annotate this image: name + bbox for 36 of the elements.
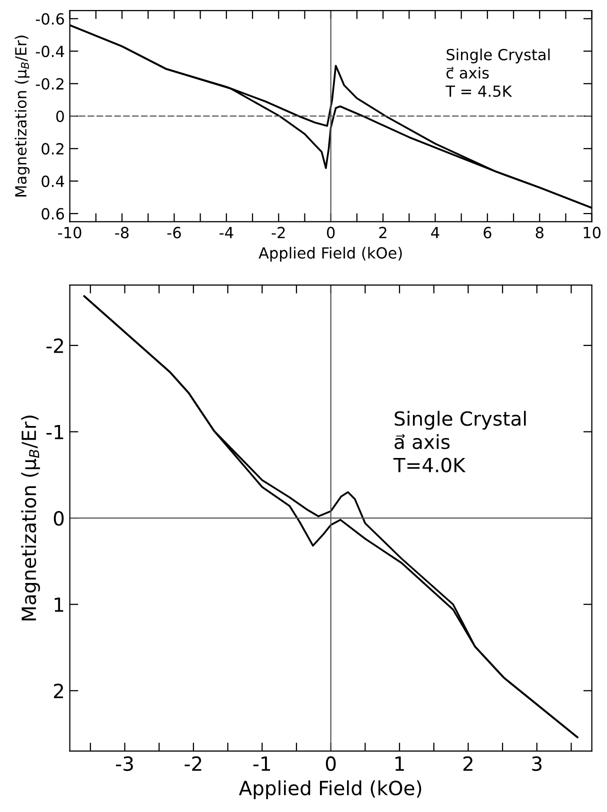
y-tick-label: -0.6 — [36, 13, 64, 25]
y-tick-label: 0 — [54, 511, 64, 526]
y-axis-title: Magnetization (μ$_{B}$/Er) — [14, 36, 30, 197]
x-tick-label: 0 — [326, 756, 336, 772]
x-tick-label: -10 — [58, 226, 82, 238]
x-axis-title: Applied Field (kOe) — [258, 246, 402, 262]
x-tick-label: -2 — [272, 226, 285, 238]
y-tick-label: 0.2 — [42, 143, 64, 155]
x-tick-label: 1 — [395, 756, 404, 771]
x-tick-label: 2 — [379, 226, 386, 238]
x-tick-label: 3 — [532, 756, 542, 772]
y-tick-label: 1 — [54, 598, 64, 612]
y-tick-label: 0 — [56, 110, 64, 122]
x-tick-label: 6 — [484, 226, 492, 238]
x-tick-label: -6 — [167, 226, 181, 238]
x-tick-label: 4 — [431, 227, 440, 238]
x-tick-label: -3 — [116, 756, 133, 772]
x-tick-label: 0 — [326, 226, 335, 238]
annotation: Single Crystal a⃗ axis T=4.0K — [393, 410, 526, 472]
x-tick-label: 8 — [536, 226, 544, 238]
annotation: Single Crystal c⃗ axis T = 4.5K — [446, 48, 550, 97]
x-axis-title: Applied Field (kOe) — [238, 780, 422, 800]
y-axis-title: Magnetization (μ$_{B}$/Er) — [21, 416, 40, 620]
y-tick-label: 0.4 — [42, 176, 64, 188]
y-tick-label: -2 — [46, 338, 63, 353]
x-tick-label: -2 — [184, 756, 202, 771]
x-tick-label: 2 — [463, 756, 472, 771]
y-tick-label: -0.2 — [36, 78, 64, 90]
x-tick-label: -1 — [253, 756, 270, 771]
x-tick-label: 10 — [584, 226, 601, 238]
x-tick-label: -4 — [220, 227, 234, 238]
x-tick-label: -8 — [115, 226, 129, 238]
y-tick-label: -1 — [46, 424, 64, 440]
y-tick-label: -0.4 — [36, 46, 64, 58]
y-tick-label: 0.6 — [42, 208, 64, 220]
y-tick-label: 2 — [54, 684, 63, 698]
